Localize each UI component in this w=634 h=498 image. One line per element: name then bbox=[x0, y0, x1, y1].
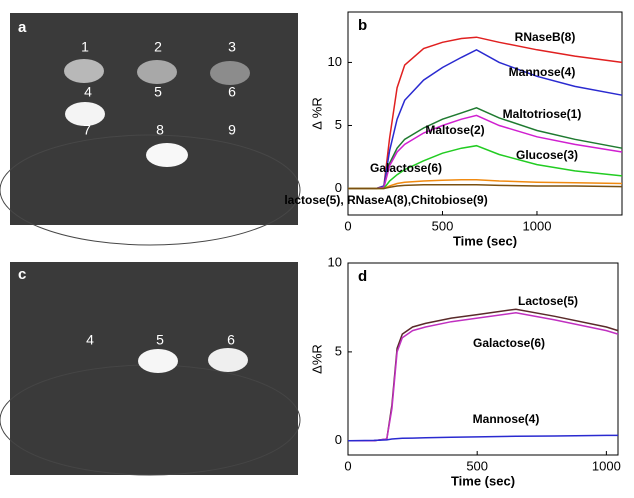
spot-label: 4 bbox=[86, 332, 94, 348]
spot bbox=[146, 143, 188, 167]
series-line bbox=[348, 114, 623, 190]
spot-label: 8 bbox=[156, 122, 164, 138]
panel-letter: c bbox=[18, 266, 26, 283]
spot bbox=[137, 60, 177, 84]
series-label: Maltose(2) bbox=[425, 123, 484, 137]
series-label: Maltotriose(1) bbox=[503, 107, 582, 121]
spot-label: 5 bbox=[154, 84, 162, 100]
series-line bbox=[348, 312, 619, 442]
spot-label: 1 bbox=[81, 39, 89, 55]
x-axis-label: Time (sec) bbox=[451, 473, 515, 488]
series-label: Galactose(6) bbox=[473, 336, 545, 350]
x-tick-label: 1000 bbox=[592, 458, 621, 473]
spot bbox=[65, 102, 105, 126]
panel-letter: b bbox=[358, 17, 367, 34]
spot-label: 5 bbox=[156, 332, 164, 348]
image-a bbox=[10, 13, 298, 225]
spot bbox=[64, 59, 104, 83]
spot bbox=[210, 61, 250, 85]
x-tick-label: 1000 bbox=[523, 218, 552, 233]
spot-label: 9 bbox=[228, 122, 236, 138]
series-label: Mannose(4) bbox=[509, 65, 576, 79]
spot-label: 6 bbox=[228, 84, 236, 100]
y-tick-label: 5 bbox=[335, 117, 342, 132]
panel-letter: d bbox=[358, 268, 367, 285]
rim bbox=[0, 134, 301, 246]
spot bbox=[138, 349, 178, 373]
y-tick-label: 5 bbox=[335, 343, 342, 358]
series-label: lactose(5), RNaseA(8),Chitobiose(9) bbox=[284, 193, 487, 207]
spot-label: 3 bbox=[228, 39, 236, 55]
x-tick-label: 0 bbox=[344, 458, 351, 473]
plot-frame bbox=[347, 262, 619, 456]
y-axis-label: Δ %R bbox=[309, 97, 324, 130]
spot-label: 2 bbox=[154, 39, 162, 55]
y-tick-label: 0 bbox=[335, 180, 342, 195]
spot bbox=[208, 348, 248, 372]
series-label: Lactose(5) bbox=[518, 294, 578, 308]
y-tick-label: 0 bbox=[335, 432, 342, 447]
series-label: Mannose(4) bbox=[473, 412, 540, 426]
series-label: Glucose(3) bbox=[516, 148, 578, 162]
y-tick-label: 10 bbox=[328, 54, 342, 69]
x-tick-label: 500 bbox=[432, 218, 454, 233]
spot-label: 6 bbox=[227, 332, 235, 348]
spot-label: 7 bbox=[83, 122, 91, 138]
series-line bbox=[348, 144, 623, 190]
x-tick-label: 0 bbox=[344, 218, 351, 233]
series-line bbox=[348, 183, 623, 190]
y-axis-label: Δ%R bbox=[309, 344, 324, 374]
plot-frame bbox=[347, 11, 623, 216]
series-label: Galactose(6) bbox=[370, 161, 442, 175]
panel-letter: a bbox=[18, 19, 27, 36]
x-tick-label: 500 bbox=[466, 458, 488, 473]
series-label: RNaseB(8) bbox=[515, 30, 576, 44]
y-tick-label: 10 bbox=[328, 254, 342, 269]
x-axis-label: Time (sec) bbox=[453, 233, 517, 248]
series-line bbox=[347, 434, 618, 442]
spot-label: 4 bbox=[84, 84, 92, 100]
